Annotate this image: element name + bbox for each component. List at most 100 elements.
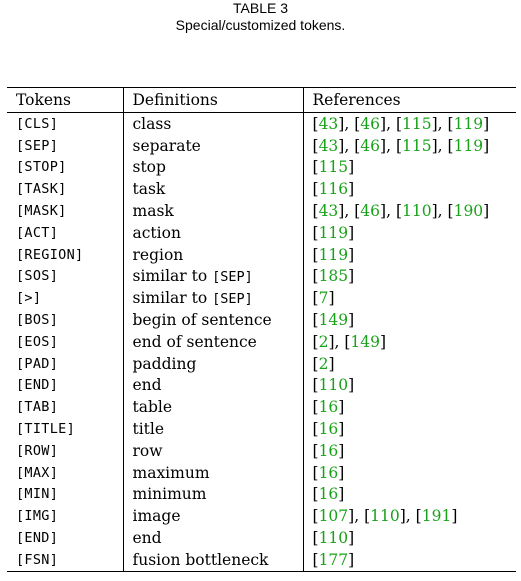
- table-row: [REGION] region [119]: [7, 243, 516, 266]
- token-cell: [MAX]: [16, 464, 59, 481]
- references-cell: [2]: [302, 352, 516, 375]
- definition-text: padding: [132, 354, 197, 373]
- references-cell: [110]: [302, 527, 516, 549]
- table-row: [ACT] action [119]: [7, 221, 516, 244]
- reference-link[interactable]: 149: [318, 311, 349, 330]
- reference-link[interactable]: 177: [318, 550, 349, 569]
- definition-cell: end: [122, 527, 303, 549]
- definition-cell: image: [122, 505, 303, 528]
- reference-link[interactable]: 46: [360, 202, 381, 221]
- references-cell: [110]: [302, 374, 516, 397]
- column-header-references: References: [302, 87, 516, 113]
- references-cell: [177]: [302, 548, 516, 572]
- definition-text: mask: [132, 202, 174, 221]
- definition-text: similar to: [132, 288, 213, 307]
- reference-link[interactable]: 43: [318, 202, 339, 221]
- token-cell: [CLS]: [16, 115, 59, 132]
- definition-text: separate: [132, 136, 201, 155]
- token-cell: [PAD]: [16, 355, 59, 372]
- table-row: [ROW] row [16]: [7, 439, 516, 462]
- table-row: [SOS] similar to [SEP] [185]: [7, 265, 516, 288]
- definition-cell: title: [122, 418, 303, 440]
- definition-cell: stop: [122, 156, 303, 179]
- definition-cell: similar to [SEP]: [122, 265, 303, 288]
- table-row: [BOS] begin of sentence [149]: [7, 309, 516, 331]
- definition-cell: end: [122, 374, 303, 397]
- definition-text: end: [132, 529, 162, 548]
- reference-link[interactable]: 119: [318, 245, 349, 264]
- table-row: [STOP] stop [115]: [7, 156, 516, 179]
- token-cell: [EOS]: [16, 333, 59, 350]
- references-cell: [7]: [302, 287, 516, 310]
- reference-link[interactable]: 7: [318, 289, 329, 308]
- reference-link[interactable]: 110: [318, 529, 349, 548]
- reference-link[interactable]: 116: [318, 180, 349, 199]
- token-cell: [SEP]: [16, 137, 59, 154]
- token-cell: [SOS]: [16, 268, 59, 285]
- token-cell: [REGION]: [16, 246, 84, 263]
- reference-link[interactable]: 16: [318, 441, 339, 460]
- reference-link[interactable]: 16: [318, 485, 339, 504]
- definition-cell: table: [122, 396, 303, 419]
- reference-link[interactable]: 16: [318, 398, 339, 417]
- table-row: [EOS] end of sentence [2], [149]: [7, 330, 516, 353]
- reference-link[interactable]: 115: [318, 158, 349, 177]
- reference-link[interactable]: 115: [402, 136, 432, 155]
- reference-link[interactable]: 190: [453, 202, 484, 221]
- table-row: [>] similar to [SEP] [7]: [7, 287, 516, 310]
- table-row: [END] end [110]: [7, 527, 516, 549]
- references-cell: [149]: [302, 309, 516, 331]
- definition-text: stop: [132, 158, 166, 177]
- definition-cell: class: [122, 112, 303, 135]
- reference-link[interactable]: 107: [318, 507, 349, 526]
- table-number: TABLE 3: [233, 0, 288, 16]
- reference-link[interactable]: 110: [318, 376, 349, 395]
- definition-text: region: [132, 245, 184, 264]
- reference-link[interactable]: 119: [453, 114, 484, 133]
- references-cell: [43], [46], [110], [190]: [302, 200, 516, 222]
- reference-link[interactable]: 115: [402, 114, 432, 133]
- token-cell: [END]: [16, 530, 59, 547]
- table-caption: Special/customized tokens.: [175, 17, 346, 33]
- definition-cell: region: [122, 243, 303, 266]
- definition-cell: padding: [122, 352, 303, 375]
- token-cell: [IMG]: [16, 508, 59, 525]
- table-row: [END] end [110]: [7, 374, 516, 397]
- definition-text: end: [132, 376, 162, 395]
- token-cell: [MASK]: [16, 203, 67, 220]
- reference-link[interactable]: 2: [318, 332, 329, 351]
- token-cell: [FSN]: [7, 548, 123, 572]
- tokens-table: Tokens Definitions References [CLS] class…: [7, 87, 516, 572]
- definition-text: title: [132, 420, 165, 439]
- reference-link[interactable]: 46: [360, 114, 381, 133]
- definition-text: begin of sentence: [132, 311, 272, 330]
- definition-text: maximum: [132, 463, 210, 482]
- reference-link[interactable]: 43: [318, 136, 339, 155]
- reference-link[interactable]: 16: [318, 420, 339, 439]
- definition-text: minimum: [132, 485, 207, 504]
- definition-cell: mask: [122, 200, 303, 222]
- reference-link[interactable]: 149: [350, 332, 381, 351]
- reference-link[interactable]: 119: [318, 223, 349, 242]
- table-row: [TITLE] title [16]: [7, 418, 516, 440]
- table-row: [MASK] mask [43], [46], [110], [190]: [7, 200, 516, 222]
- reference-link[interactable]: 46: [360, 136, 381, 155]
- table-row: [PAD] padding [2]: [7, 352, 516, 375]
- reference-link[interactable]: 2: [318, 354, 329, 373]
- reference-link[interactable]: 16: [318, 463, 339, 482]
- table-row: [FSN] fusion bottleneck [177]: [7, 548, 516, 572]
- token-cell: [>]: [16, 290, 42, 307]
- reference-link[interactable]: 119: [453, 136, 484, 155]
- reference-link[interactable]: 110: [370, 507, 400, 526]
- reference-link[interactable]: 191: [421, 507, 452, 526]
- reference-link[interactable]: 185: [318, 267, 349, 286]
- table-row: [SEP] separate [43], [46], [115], [119]: [7, 134, 516, 157]
- definition-cell: end of sentence: [122, 330, 303, 353]
- references-cell: [119]: [302, 243, 516, 266]
- definition-cell: fusion bottleneck: [122, 548, 303, 572]
- definition-cell: row: [122, 439, 303, 462]
- reference-link[interactable]: 110: [402, 202, 432, 221]
- definition-text: class: [132, 114, 172, 133]
- token-cell: [TAB]: [16, 399, 59, 416]
- reference-link[interactable]: 43: [318, 114, 339, 133]
